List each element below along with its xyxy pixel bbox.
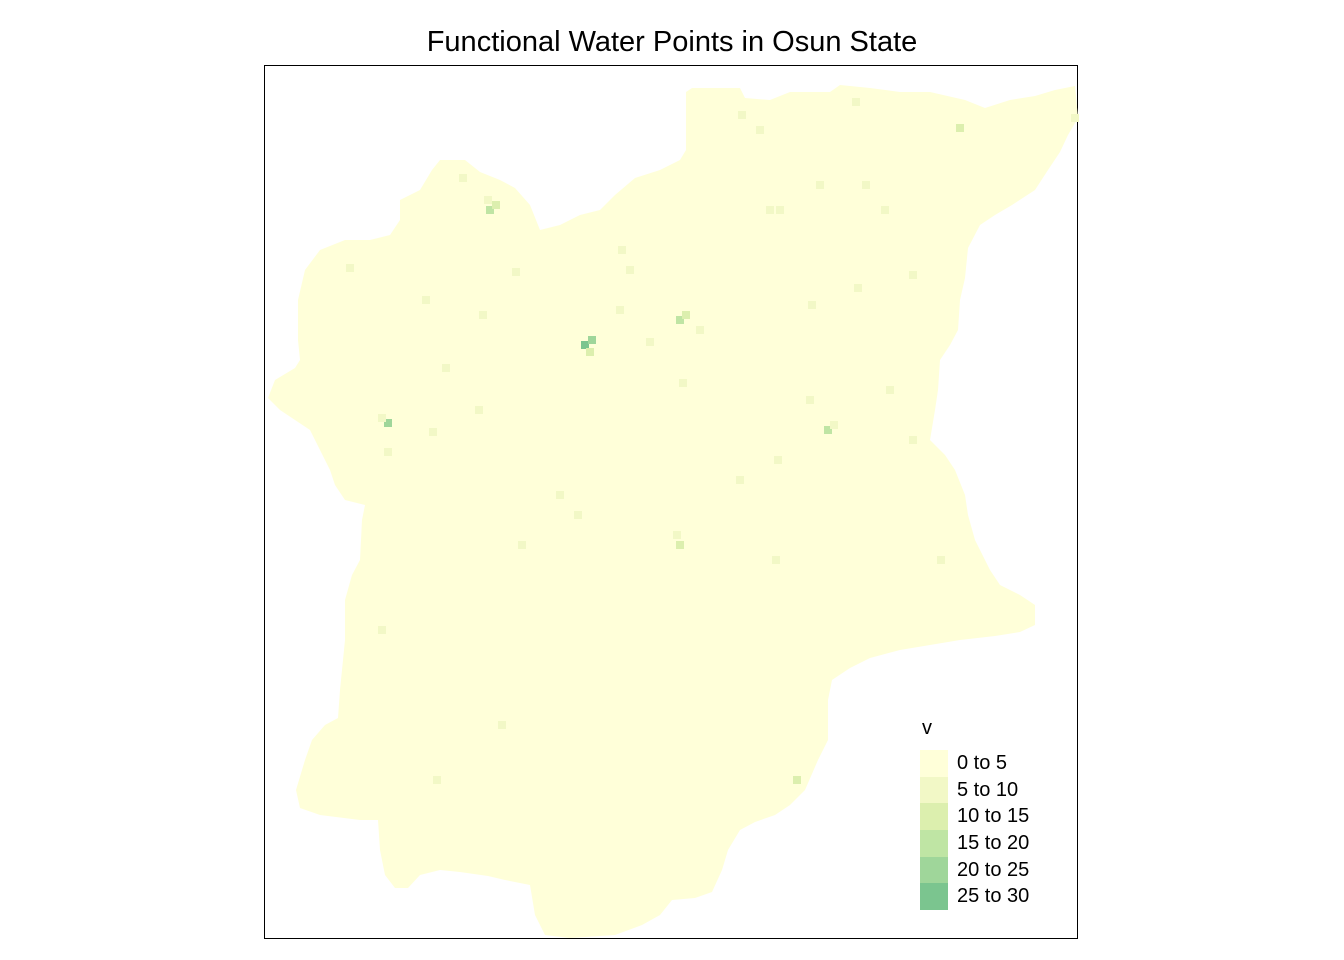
legend-item: 15 to 20 xyxy=(920,830,1029,857)
raster-cell xyxy=(574,511,582,519)
legend-label: 15 to 20 xyxy=(957,832,1029,855)
legend-swatch xyxy=(920,883,948,910)
legend-item: 0 to 5 xyxy=(920,750,1029,777)
raster-cell xyxy=(616,306,624,314)
raster-cell xyxy=(679,379,687,387)
legend-swatch xyxy=(920,857,948,884)
legend-swatch xyxy=(920,830,948,857)
raster-cell xyxy=(937,556,945,564)
raster-cell xyxy=(682,311,690,319)
raster-cell xyxy=(766,206,774,214)
raster-cell xyxy=(696,326,704,334)
legend-item: 25 to 30 xyxy=(920,883,1029,910)
legend-swatch xyxy=(920,750,948,777)
raster-cell xyxy=(676,541,684,549)
raster-cell xyxy=(646,338,654,346)
raster-cell xyxy=(618,246,626,254)
raster-cell xyxy=(776,206,784,214)
raster-cell xyxy=(738,111,746,119)
map-legend: v 0 to 5 5 to 10 10 to 15 15 to 20 20 to 25 2… xyxy=(920,716,1029,910)
raster-cell xyxy=(854,284,862,292)
raster-cell xyxy=(492,201,500,209)
raster-cell xyxy=(626,266,634,274)
raster-cell xyxy=(806,396,814,404)
raster-cell xyxy=(429,428,437,436)
raster-cell xyxy=(378,626,386,634)
raster-cell xyxy=(774,456,782,464)
raster-cell xyxy=(581,341,589,349)
raster-cell xyxy=(1071,114,1079,122)
raster-cell xyxy=(852,98,860,106)
raster-cell xyxy=(588,336,596,344)
raster-cell xyxy=(384,448,392,456)
raster-cell xyxy=(586,348,594,356)
raster-cell xyxy=(736,476,744,484)
raster-cell xyxy=(475,406,483,414)
raster-cell xyxy=(886,386,894,394)
legend-label: 0 to 5 xyxy=(957,752,1007,775)
legend-item: 20 to 25 xyxy=(920,857,1029,884)
legend-label: 20 to 25 xyxy=(957,859,1029,882)
raster-cell xyxy=(830,421,838,429)
raster-cell xyxy=(442,364,450,372)
legend-title: v xyxy=(922,716,1029,750)
legend-label: 10 to 15 xyxy=(957,805,1029,828)
raster-cell xyxy=(909,271,917,279)
raster-cell xyxy=(793,776,801,784)
raster-cell xyxy=(479,311,487,319)
legend-swatch xyxy=(920,803,948,830)
legend-swatch xyxy=(920,777,948,804)
raster-cell xyxy=(433,776,441,784)
raster-cell xyxy=(518,541,526,549)
raster-cell xyxy=(346,264,354,272)
raster-cell xyxy=(956,124,964,132)
raster-cell xyxy=(808,301,816,309)
legend-item: 10 to 15 xyxy=(920,803,1029,830)
raster-cell xyxy=(512,268,520,276)
raster-cell xyxy=(422,296,430,304)
raster-cell xyxy=(378,414,386,422)
legend-item: 5 to 10 xyxy=(920,777,1029,804)
raster-cell xyxy=(756,126,764,134)
raster-cell xyxy=(881,206,889,214)
raster-cell xyxy=(484,196,492,204)
raster-cell xyxy=(498,721,506,729)
legend-label: 25 to 30 xyxy=(957,885,1029,908)
raster-cell xyxy=(556,491,564,499)
raster-cell xyxy=(816,181,824,189)
raster-cell xyxy=(772,556,780,564)
raster-cell xyxy=(862,181,870,189)
raster-cell xyxy=(909,436,917,444)
legend-label: 5 to 10 xyxy=(957,779,1018,802)
raster-cell xyxy=(459,174,467,182)
raster-cell xyxy=(673,531,681,539)
